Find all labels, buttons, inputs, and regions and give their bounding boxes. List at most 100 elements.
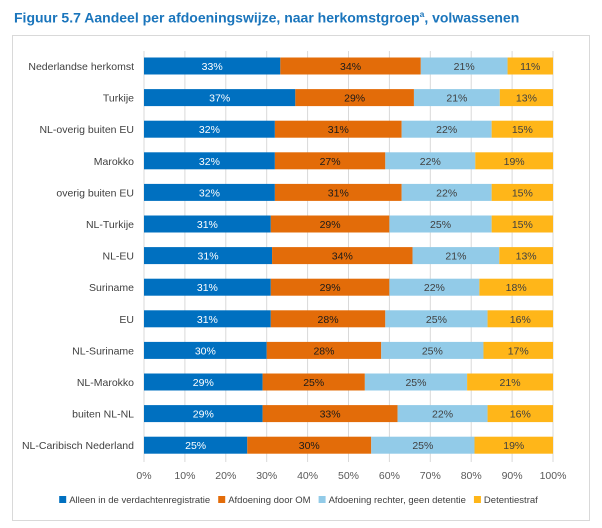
data-label: 17% <box>508 345 529 357</box>
bar-segment <box>401 120 492 138</box>
chart-frame <box>12 35 590 521</box>
category-label: NL-Marokko <box>77 377 134 389</box>
bar-segment <box>389 215 492 233</box>
bar-segment <box>270 215 390 233</box>
data-label: 31% <box>197 282 218 294</box>
data-label: 16% <box>510 409 531 421</box>
bar-segment <box>364 373 468 391</box>
data-label: 25% <box>422 345 443 357</box>
bar-segment <box>385 152 476 170</box>
bar-segment <box>491 215 553 233</box>
data-label: 19% <box>504 156 525 168</box>
data-label: 29% <box>344 93 365 105</box>
category-label: buiten NL-NL <box>72 409 134 421</box>
bar-segment <box>247 436 372 454</box>
data-label: 34% <box>340 61 361 73</box>
data-label: 31% <box>328 124 349 136</box>
bar-segment <box>420 57 508 75</box>
bar-segment <box>401 183 492 201</box>
data-label: 37% <box>209 93 230 105</box>
x-tick-label: 90% <box>502 470 523 482</box>
bar-segment <box>487 405 553 423</box>
data-label: 21% <box>500 377 521 389</box>
bar-segment <box>397 405 488 423</box>
data-label: 21% <box>454 61 475 73</box>
bar-segment <box>491 120 553 138</box>
bar-segment <box>144 436 248 454</box>
x-tick-label: 30% <box>256 470 277 482</box>
data-label: 25% <box>426 314 447 326</box>
data-label: 29% <box>193 377 214 389</box>
legend-label: Afdoening door OM <box>228 495 310 506</box>
bar-segment <box>144 57 281 75</box>
bar-segment <box>144 183 275 201</box>
bar-segment <box>272 247 413 265</box>
x-tick-label: 20% <box>215 470 236 482</box>
category-label: EU <box>119 314 134 326</box>
data-label: 18% <box>506 282 527 294</box>
data-label: 22% <box>432 409 453 421</box>
data-label: 22% <box>436 187 457 199</box>
bar-segment <box>144 152 275 170</box>
x-tick-label: 80% <box>461 470 482 482</box>
bar-segment <box>479 278 553 296</box>
bar-segment <box>499 247 553 265</box>
category-label: NL-Caribisch Nederland <box>22 440 134 452</box>
category-label: Marokko <box>94 156 134 168</box>
bar-segment <box>412 247 500 265</box>
data-label: 13% <box>516 93 537 105</box>
data-label: 31% <box>197 314 218 326</box>
bar-segment <box>487 310 553 328</box>
data-label: 29% <box>320 219 341 231</box>
bar-segment <box>274 152 386 170</box>
data-label: 22% <box>424 282 445 294</box>
x-tick-label: 10% <box>174 470 195 482</box>
data-label: 28% <box>318 314 339 326</box>
bar-segment <box>270 278 390 296</box>
legend-swatch <box>318 496 326 503</box>
data-label: 28% <box>313 345 334 357</box>
chart-title: Figuur 5.7 Aandeel per afdoeningswijze, … <box>14 9 520 26</box>
category-label: Nederlandse herkomst <box>28 61 134 73</box>
bar-segment <box>144 405 263 423</box>
legend-label: Afdoening rechter, geen detentie <box>329 495 466 506</box>
data-label: 21% <box>445 251 466 263</box>
data-label: 22% <box>420 156 441 168</box>
category-label: NL-Suriname <box>72 345 134 357</box>
x-tick-label: 100% <box>540 470 567 482</box>
bar-segment <box>295 89 414 107</box>
bar-segment <box>274 120 402 138</box>
category-label: NL-EU <box>102 251 134 263</box>
data-label: 32% <box>199 124 220 136</box>
legend-label: Detentiestraf <box>484 495 538 506</box>
legend-label: Alleen in de verdachtenregistratie <box>69 495 210 506</box>
data-label: 31% <box>328 187 349 199</box>
data-label: 19% <box>503 440 524 452</box>
bar-segment <box>144 373 263 391</box>
bar-segment <box>483 341 553 359</box>
legend-swatch <box>473 496 481 503</box>
bar-segment <box>144 341 267 359</box>
bar-segment <box>144 247 273 265</box>
bar-segment <box>389 278 480 296</box>
x-tick-label: 0% <box>136 470 151 482</box>
x-tick-label: 70% <box>420 470 441 482</box>
bar-segment <box>499 89 553 107</box>
bar-segment <box>270 310 386 328</box>
category-label: NL-Turkije <box>86 219 134 231</box>
data-label: 30% <box>299 440 320 452</box>
data-label: 33% <box>320 409 341 421</box>
category-label: NL-overig buiten EU <box>39 124 134 136</box>
bar-segment <box>507 57 553 75</box>
bar-segment <box>144 215 271 233</box>
data-label: 29% <box>193 409 214 421</box>
bar-segment <box>144 310 271 328</box>
data-label: 31% <box>198 251 219 263</box>
data-label: 27% <box>320 156 341 168</box>
bar-segment <box>467 373 553 391</box>
x-tick-label: 50% <box>338 470 359 482</box>
category-label: overig buiten EU <box>56 187 134 199</box>
bar-segment <box>262 405 398 423</box>
data-label: 34% <box>332 251 353 263</box>
